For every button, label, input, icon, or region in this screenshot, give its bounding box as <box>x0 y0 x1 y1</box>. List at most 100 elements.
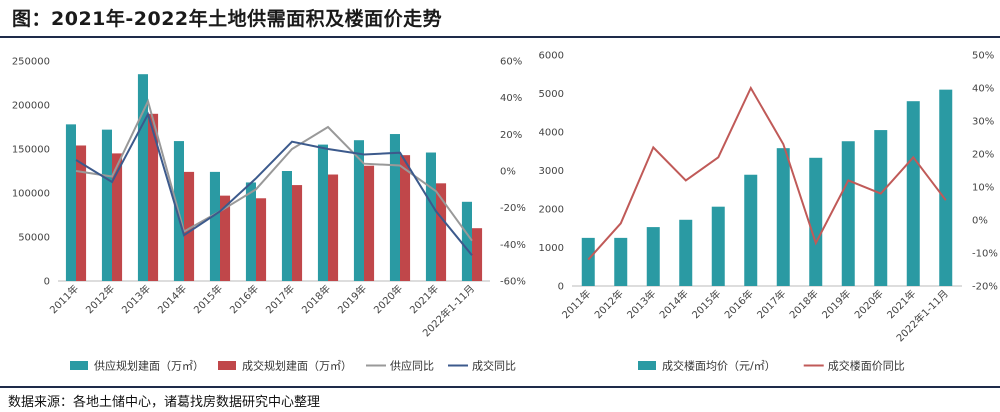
c1-x-tick-label: 2015年 <box>191 282 225 316</box>
c1-right-tick-label: 20% <box>500 130 522 141</box>
c1-x-tick-label: 2014年 <box>155 282 189 316</box>
c1-right-tick-label: 60% <box>500 57 522 68</box>
c1-right-tick-label: 0% <box>500 167 516 178</box>
c2-left-tick-label: 3000 <box>539 166 564 177</box>
c2-legend-swatch <box>638 361 656 370</box>
c2-bar <box>906 101 920 286</box>
c2-x-tick-label: 2013年 <box>624 287 658 321</box>
c1-left-tick-label: 200000 <box>12 101 50 112</box>
source-divider <box>0 386 1000 388</box>
c2-x-tick-label: 2012年 <box>592 287 626 321</box>
c1-bar <box>461 201 472 281</box>
c2-bar <box>809 157 823 286</box>
c1-bar <box>425 152 436 281</box>
c1-line-series <box>75 111 473 256</box>
c1-x-tick-label: 2020年 <box>371 282 405 316</box>
c1-x-tick-label: 2011年 <box>47 282 81 316</box>
c2-left-tick-label: 5000 <box>539 89 564 100</box>
c2-bar <box>939 89 953 287</box>
c1-legend-label: 供应规划建面（万㎡） <box>94 359 204 373</box>
c2-right-tick-label: 40% <box>972 84 994 95</box>
c1-bar <box>281 171 292 281</box>
c1-bar <box>317 144 328 281</box>
c1-bar <box>364 165 375 281</box>
c2-left-tick-label: 0 <box>558 282 564 293</box>
c1-left-tick-label: 0 <box>44 277 50 288</box>
c2-x-tick-label: 2014年 <box>657 287 691 321</box>
c2-x-tick-label: 2021年 <box>884 287 918 321</box>
c2-bar <box>776 148 790 286</box>
c1-legend-swatch <box>70 361 88 370</box>
c1-left-tick-label: 50000 <box>18 233 50 244</box>
c1-x-tick-label: 2019年 <box>335 282 369 316</box>
c1-line-series <box>75 98 473 242</box>
c1-x-tick-label: 2017年 <box>263 282 297 316</box>
c1-bar <box>256 198 267 281</box>
land-area-chart: 0 50000 100000 150000 200000 250000 -60% -40% -2… <box>12 57 526 373</box>
floor-price-chart: 0 1000 2000 3000 4000 5000 6000 -20% -10% 0% 10% 20… <box>539 51 998 373</box>
c2-right-tick-label: -10% <box>972 249 998 260</box>
c2-left-tick-label: 2000 <box>539 205 564 216</box>
c1-left-tick-label: 100000 <box>12 189 50 200</box>
c1-bar <box>101 129 112 281</box>
c1-bar <box>436 183 447 281</box>
c2-right-tick-label: -20% <box>972 282 998 293</box>
c1-x-tick-label: 2021年 <box>407 282 441 316</box>
c1-legend-label: 成交同比 <box>472 359 516 373</box>
c1-bar <box>245 182 256 281</box>
c2-legend-label: 成交楼面均价（元/㎡） <box>662 359 776 373</box>
c1-bar <box>209 171 220 281</box>
c1-bar <box>148 113 159 281</box>
c2-legend-label: 成交楼面价同比 <box>828 359 905 373</box>
c1-bar <box>353 140 364 281</box>
c2-x-tick-label: 2018年 <box>787 287 821 321</box>
c1-right-tick-label: 40% <box>500 93 522 104</box>
c1-bar <box>472 228 483 281</box>
c1-bar <box>328 174 339 281</box>
c1-x-tick-label: 2012年 <box>83 282 117 316</box>
c2-x-tick-label: 2017年 <box>754 287 788 321</box>
c1-bar <box>112 153 123 281</box>
c1-left-tick-label: 150000 <box>12 145 50 156</box>
c1-bar <box>137 74 148 281</box>
c2-right-tick-label: 20% <box>972 150 994 161</box>
c1-bar <box>76 145 87 281</box>
c2-bar <box>614 237 628 286</box>
c2-left-tick-label: 4000 <box>539 128 564 139</box>
c2-bar <box>874 130 888 286</box>
c2-right-tick-label: 0% <box>972 216 988 227</box>
c1-x-tick-label: 2013年 <box>119 282 153 316</box>
c1-x-tick-label: 2018年 <box>299 282 333 316</box>
c2-x-tick-label: 2011年 <box>559 287 593 321</box>
charts-area: 050000100000150000200000250000-60%-40%-2… <box>12 51 998 373</box>
c2-right-tick-label: 30% <box>972 117 994 128</box>
c1-right-tick-label: -60% <box>500 277 526 288</box>
c2-bar <box>744 174 758 286</box>
source-note: 数据来源：各地土储中心，诸葛找房数据研究中心整理 <box>8 395 321 410</box>
c1-legend-swatch <box>218 361 236 370</box>
c2-right-tick-label: 10% <box>972 183 994 194</box>
c1-bar <box>292 185 303 281</box>
c1-bar <box>184 171 195 281</box>
c2-x-tick-label: 2015年 <box>689 287 723 321</box>
c1-x-tick-label: 2016年 <box>227 282 261 316</box>
title-divider <box>0 36 1000 38</box>
c1-legend-label: 供应同比 <box>390 359 434 373</box>
c1-bar <box>389 134 400 281</box>
c2-left-tick-label: 6000 <box>539 51 564 62</box>
c1-legend-label: 成交规划建面（万㎡） <box>242 359 352 373</box>
page-title: 图：2021年-2022年土地供需面积及楼面价走势 <box>12 8 443 30</box>
c2-bar <box>841 141 855 286</box>
c2-right-tick-label: 50% <box>972 51 994 62</box>
c2-bar <box>646 227 660 286</box>
c1-right-tick-label: -20% <box>500 203 526 214</box>
c1-bar <box>220 195 231 281</box>
c2-x-tick-label: 2019年 <box>819 287 853 321</box>
c1-bar <box>65 124 76 281</box>
c1-bar <box>400 155 411 281</box>
c2-x-tick-label: 2020年 <box>852 287 886 321</box>
c2-bar <box>711 206 725 286</box>
c2-line-series <box>587 85 947 261</box>
c2-bar <box>581 237 595 286</box>
c1-right-tick-label: -40% <box>500 240 526 251</box>
